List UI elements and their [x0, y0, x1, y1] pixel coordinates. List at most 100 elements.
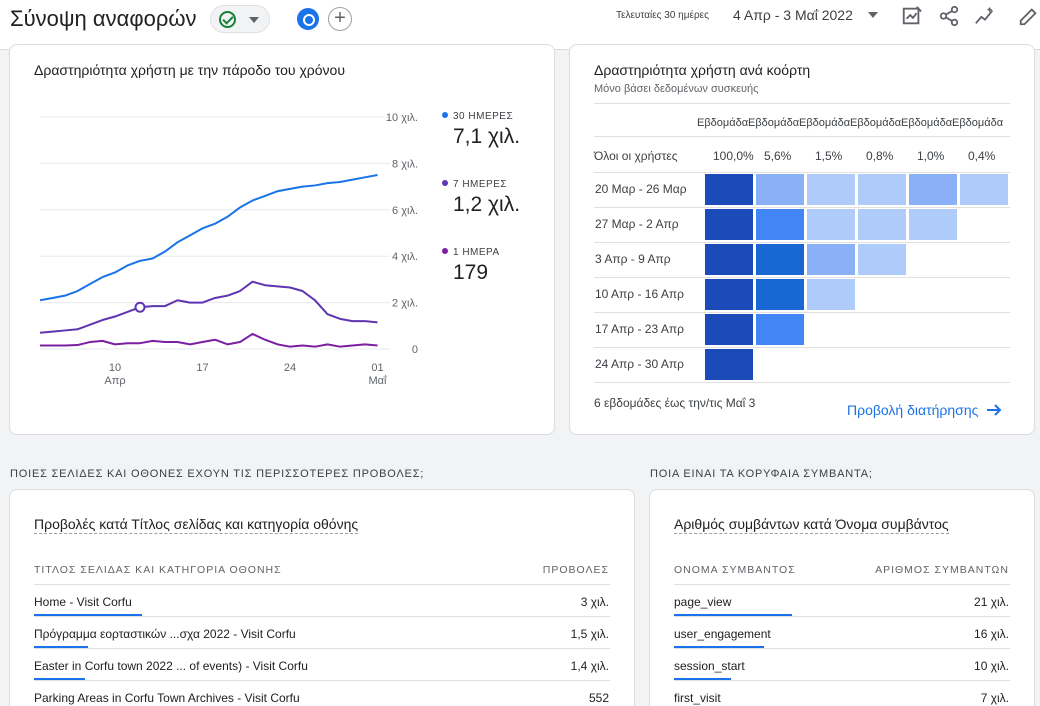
- pages-card-title[interactable]: Προβολές κατά Τίτλος σελίδας και κατηγορ…: [34, 516, 359, 534]
- cohort-cell[interactable]: [756, 279, 804, 310]
- pencil-icon[interactable]: [1018, 5, 1040, 27]
- table-row-value: 16 χιλ.: [974, 627, 1009, 641]
- table-row-value: 1,4 χιλ.: [570, 659, 609, 673]
- legend-dot: [442, 112, 448, 118]
- share-bar: [34, 614, 142, 616]
- cohort-cell[interactable]: [858, 209, 906, 240]
- table-row-value: 3 χιλ.: [580, 595, 609, 609]
- cohort-cell[interactable]: [858, 244, 906, 275]
- insights-icon[interactable]: [974, 5, 996, 27]
- legend-dot: [442, 248, 448, 254]
- comparison-chip[interactable]: [297, 8, 319, 30]
- status-dropdown[interactable]: [210, 5, 270, 33]
- y-tick-label: 0: [412, 344, 418, 356]
- view-retention-label: Προβολή διατήρησης: [847, 402, 979, 418]
- cohort-card: Δραστηριότητα χρήστη ανά κοόρτη Μόνο βάσ…: [569, 44, 1035, 435]
- cohort-cell[interactable]: [807, 244, 855, 275]
- table-row-label[interactable]: Parking Areas in Corfu Town Archives - V…: [34, 691, 300, 705]
- cohort-title: Δραστηριότητα χρήστη ανά κοόρτη: [594, 62, 811, 78]
- divider: [674, 584, 1010, 585]
- cohort-cell[interactable]: [705, 174, 753, 205]
- pages-col-title: ΤΙΤΛΟΣ ΣΕΛΙΔΑΣ ΚΑΙ ΚΑΤΗΓΟΡΙΑ ΟΘΟΝΗΣ: [34, 564, 282, 576]
- table-row-value: 7 χιλ.: [980, 691, 1009, 705]
- cohort-row-label: 10 Απρ - 16 Απρ: [595, 287, 684, 301]
- legend-text: 30 ΗΜΕΡΕΣ: [453, 111, 514, 122]
- events-col-name: ΟΝΟΜΑ ΣΥΜΒΑΝΤΟΣ: [674, 564, 796, 576]
- share-bar: [34, 678, 85, 680]
- divider: [594, 347, 1010, 348]
- cohort-cell[interactable]: [756, 244, 804, 275]
- cohort-row-label: 27 Μαρ - 2 Απρ: [595, 217, 679, 231]
- cohort-cell[interactable]: [756, 314, 804, 345]
- y-tick-label: 6 χιλ.: [392, 205, 418, 217]
- edit-report-icon[interactable]: [901, 5, 923, 27]
- events-card-title[interactable]: Αριθμός συμβάντων κατά Όνομα συμβάντος: [674, 516, 949, 534]
- legend-text: 7 ΗΜΕΡΕΣ: [453, 179, 508, 190]
- cohort-cell[interactable]: [807, 174, 855, 205]
- pages-section-header: ΠΟΙΕΣ ΣΕΛΙΔΕΣ ΚΑΙ ΟΘΟΝΕΣ ΕΧΟΥΝ ΤΙΣ ΠΕΡΙΣ…: [10, 468, 425, 480]
- cohort-cell[interactable]: [705, 209, 753, 240]
- divider: [674, 680, 1010, 681]
- legend-label: 7 ΗΜΕΡΕΣ: [442, 179, 507, 190]
- table-row-value: 21 χιλ.: [974, 595, 1009, 609]
- cohort-cell[interactable]: [909, 209, 957, 240]
- cohort-row-label: 17 Απρ - 23 Απρ: [595, 322, 684, 336]
- cohort-subtitle: Μόνο βάσει δεδομένων συσκευής: [594, 83, 759, 95]
- y-tick-label: 2 χιλ.: [392, 298, 418, 310]
- cohort-row-label: 3 Απρ - 9 Απρ: [595, 252, 671, 266]
- events-card: Αριθμός συμβάντων κατά Όνομα συμβάντος Ο…: [649, 489, 1035, 706]
- cohort-cell[interactable]: [909, 174, 957, 205]
- table-row-label[interactable]: session_start: [674, 659, 745, 673]
- divider: [594, 103, 1010, 104]
- table-row-label[interactable]: Πρόγραμμα εορταστικών ...σχα 2022 - Visi…: [34, 627, 296, 641]
- divider: [34, 648, 610, 649]
- add-comparison-button[interactable]: +: [328, 7, 352, 31]
- all-users-label: Όλοι οι χρήστες: [594, 149, 678, 163]
- x-tick-label: 01: [371, 362, 383, 374]
- x-tick-label: 24: [284, 362, 296, 374]
- date-range-value[interactable]: 4 Απρ - 3 Μαΐ 2022: [733, 7, 853, 23]
- all-users-value: 0,8%: [866, 149, 894, 163]
- legend-value: 1,2 χιλ.: [453, 193, 521, 216]
- cohort-cell[interactable]: [756, 209, 804, 240]
- cohort-footer: 6 εβδομάδες έως την/τις Μαΐ 3: [594, 396, 756, 410]
- cohort-cell[interactable]: [705, 314, 753, 345]
- cohort-cell[interactable]: [705, 279, 753, 310]
- share-icon[interactable]: [938, 5, 960, 27]
- legend-dot: [442, 180, 448, 186]
- legend-label: 1 ΗΜΕΡΑ: [442, 247, 500, 258]
- cohort-cell[interactable]: [705, 244, 753, 275]
- divider: [674, 648, 1010, 649]
- cohort-cell[interactable]: [807, 279, 855, 310]
- top-header: Σύνοψη αναφορών + Τελευταίες 30 ημέρες 4…: [0, 0, 1040, 50]
- table-row-label[interactable]: first_visit: [674, 691, 721, 705]
- date-caret-icon[interactable]: [868, 12, 878, 18]
- table-row-value: 10 χιλ.: [974, 659, 1009, 673]
- x-tick-sublabel: Απρ: [104, 375, 125, 387]
- cohort-column-header: Εβδομάδα 4: [901, 117, 954, 129]
- view-retention-link[interactable]: Προβολή διατήρησης: [847, 402, 1002, 418]
- events-section-header: ΠΟΙΑ ΕΙΝΑΙ ΤΑ ΚΟΡΥΦΑΙΑ ΣΥΜΒΑΝΤΑ;: [650, 468, 873, 480]
- cohort-cell[interactable]: [858, 174, 906, 205]
- share-bar: [674, 646, 764, 648]
- table-row-label[interactable]: Home - Visit Corfu: [34, 595, 132, 609]
- page-title: Σύνοψη αναφορών: [10, 6, 197, 31]
- user-activity-card: Δραστηριότητα χρήστη με την πάροδο του χ…: [9, 44, 555, 435]
- cohort-column-header: Εβδομάδα 5: [952, 117, 1005, 129]
- table-row-label[interactable]: Easter in Corfu town 2022 ... of events)…: [34, 659, 308, 673]
- cohort-cell[interactable]: [756, 174, 804, 205]
- cohort-cell[interactable]: [960, 174, 1008, 205]
- x-tick-sublabel: Μαΐ: [369, 375, 388, 387]
- hover-marker[interactable]: [134, 301, 146, 313]
- divider: [594, 312, 1010, 313]
- table-row-label[interactable]: page_view: [674, 595, 732, 609]
- all-users-value: 1,0%: [917, 149, 945, 163]
- divider: [34, 584, 610, 585]
- table-row-label[interactable]: user_engagement: [674, 627, 771, 641]
- y-tick-label: 8 χιλ.: [392, 158, 418, 170]
- all-users-value: 100,0%: [713, 149, 754, 163]
- cohort-cell[interactable]: [807, 209, 855, 240]
- check-circle-icon: [219, 11, 236, 28]
- cohort-cell[interactable]: [705, 349, 753, 380]
